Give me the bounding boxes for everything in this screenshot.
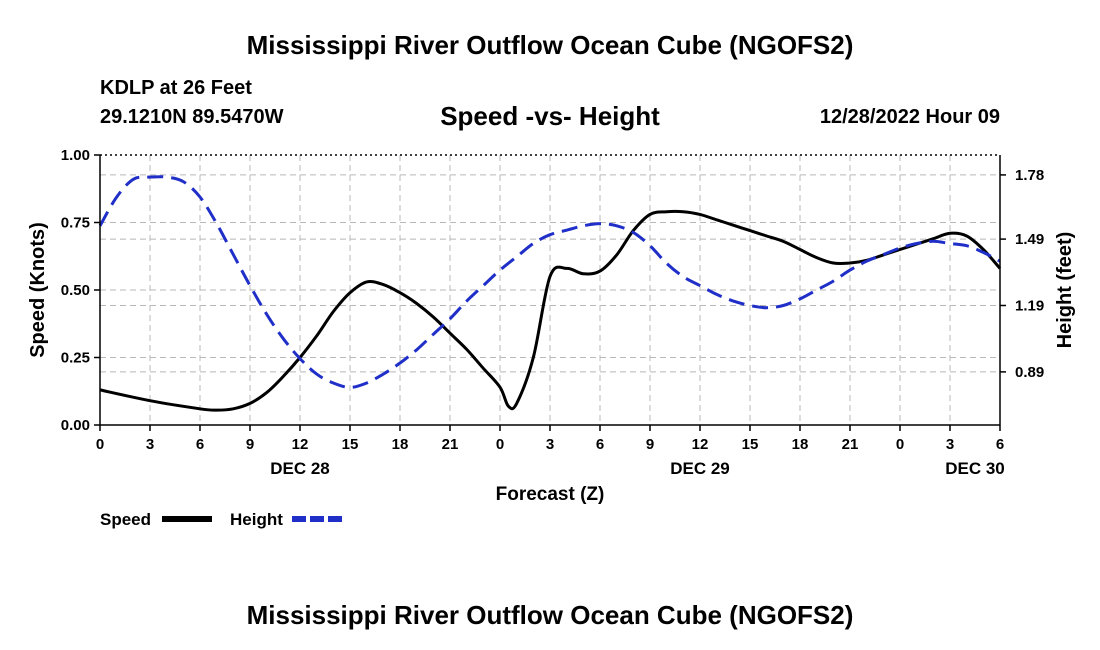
- speed-series-line: [99, 209, 1002, 412]
- station-coords: 29.1210N 89.5470W: [100, 106, 284, 128]
- x-tick-label: 3: [546, 436, 554, 453]
- chart-title: Speed -vs- Height: [440, 101, 660, 131]
- axes: [94, 154, 1006, 431]
- y-axis-label: Speed (Knots): [27, 222, 49, 358]
- x-tick-label: 3: [946, 436, 954, 453]
- y-tick-label: 0.50: [61, 282, 90, 299]
- x-tick-label: 6: [596, 436, 604, 453]
- y-tick-label: 1.00: [61, 147, 90, 164]
- date-label: DEC 30: [945, 459, 1005, 478]
- y2-tick-label: 1.19: [1015, 297, 1044, 314]
- legend-speed-label: Speed: [100, 510, 151, 529]
- height-series-line: [98, 175, 1001, 389]
- y2-tick-label: 1.78: [1015, 167, 1044, 184]
- x-tick-label: 9: [246, 436, 254, 453]
- x-tick-label: 0: [496, 436, 504, 453]
- x-tick-label: 21: [442, 436, 459, 453]
- date-label: DEC 29: [670, 459, 730, 478]
- tick-labels: 0 3 6 9 12 15 18 21 0 3 6 9 12 15 18 21 0 3 6 DEC 28 DEC 29 D…: [27, 147, 1076, 505]
- x-tick-label: 9: [646, 436, 654, 453]
- legend-height-label: Height: [230, 510, 283, 529]
- x-tick-label: 12: [692, 436, 709, 453]
- x-tick-label: 6: [196, 436, 204, 453]
- footer-title: Mississippi River Outflow Ocean Cube (NG…: [246, 600, 854, 630]
- grid-lines: [100, 155, 1000, 425]
- x-tick-label: 3: [146, 436, 154, 453]
- x-axis-label: Forecast (Z): [496, 484, 605, 505]
- y2-axis-label: Height (feet): [1054, 232, 1076, 349]
- x-tick-label: 6: [996, 436, 1004, 453]
- y-tick-label: 0.25: [61, 350, 90, 367]
- x-tick-label: 15: [742, 436, 759, 453]
- y-tick-label: 0.75: [61, 215, 90, 232]
- page-title: Mississippi River Outflow Ocean Cube (NG…: [246, 30, 854, 60]
- series-lines: [98, 175, 1002, 412]
- legend: Speed Height: [100, 510, 342, 529]
- x-tick-label: 0: [896, 436, 904, 453]
- x-tick-label: 0: [96, 436, 104, 453]
- y2-tick-label: 0.89: [1015, 364, 1044, 381]
- forecast-datetime: 12/28/2022 Hour 09: [819, 106, 1000, 128]
- x-tick-label: 15: [342, 436, 359, 453]
- x-tick-label: 18: [792, 436, 809, 453]
- date-label: DEC 28: [270, 459, 330, 478]
- station-name: KDLP at 26 Feet: [100, 77, 252, 99]
- x-tick-label: 12: [292, 436, 309, 453]
- y-tick-label: 0.00: [61, 417, 90, 434]
- x-tick-label: 21: [842, 436, 859, 453]
- x-tick-label: 18: [392, 436, 409, 453]
- speed-height-chart: 0 3 6 9 12 15 18 21 0 3 6 9 12 15 18 21 0 3 6 DEC 28 DEC 29 D…: [27, 147, 1076, 529]
- y2-tick-label: 1.49: [1015, 231, 1044, 248]
